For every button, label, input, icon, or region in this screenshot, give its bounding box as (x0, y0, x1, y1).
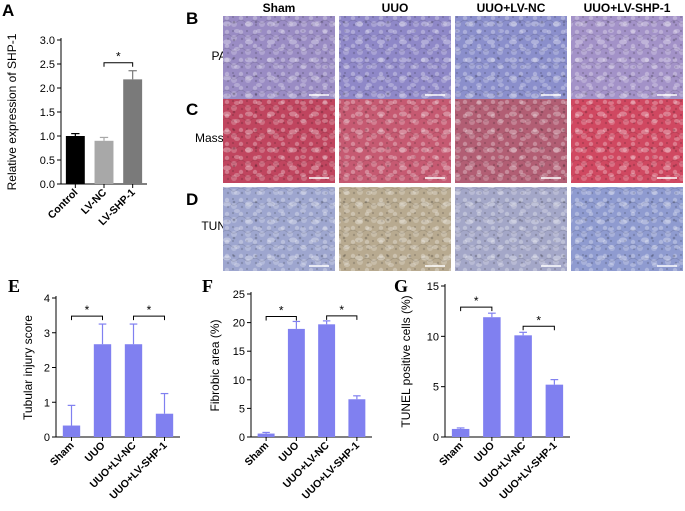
bar-uuo-lv-shp-1 (545, 384, 564, 437)
column-header-uuo-lv-shp-1: UUO+LV-SHP-1 (584, 1, 671, 15)
significance-label: * (116, 50, 121, 64)
bar-uuo (93, 344, 112, 437)
y-tick-label: 3 (44, 328, 50, 340)
panel-letter-f: F (202, 276, 213, 296)
bar-sham (62, 425, 81, 437)
y-tick-label: 4 (44, 293, 50, 305)
panel-letter-c: C (186, 100, 198, 119)
micrograph-pas-uuo (339, 16, 451, 100)
bar-lv-shp-1 (123, 79, 143, 184)
y-tick-label: 10 (427, 331, 439, 343)
x-tick-label-uuo: UUO (83, 440, 108, 465)
significance-bracket (326, 315, 358, 320)
x-tick-label-uuo-lv-shp-1: UUO+LV-SHP-1 (497, 440, 559, 502)
micrograph-tunel-uuo-lv-nc (455, 187, 567, 271)
y-tick-label: 2.0 (40, 83, 55, 95)
micrograph-tunel-uuo (339, 187, 451, 271)
micrograph-pas-uuo-lv-nc (455, 16, 567, 100)
y-tick-label: 5 (239, 403, 245, 415)
y-axis-title: Fibrobic area (%) (208, 319, 222, 411)
micrograph-tunel-uuo-lv-shp-1 (571, 187, 683, 271)
y-axis-title: TUNEL positive cells (%) (399, 295, 413, 427)
y-axis-title: Tubular injury score (21, 315, 35, 420)
bar-uuo-lv-nc (124, 344, 143, 437)
significance-bracket (522, 325, 555, 331)
bar-uuo-lv-nc (514, 335, 532, 437)
x-tick-label-uuo: UUO (277, 440, 302, 465)
panel-letter-b: B (186, 9, 198, 28)
column-header-uuo-lv-nc: UUO+LV-NC (477, 1, 546, 15)
significance-label: * (536, 313, 541, 327)
x-tick-label-uuo-lv-shp-1: UUO+LV-SHP-1 (107, 440, 169, 502)
x-tick-label-sham: Sham (48, 440, 77, 469)
x-tick-label-sham: Sham (243, 440, 272, 469)
significance-bracket (265, 315, 297, 321)
significance-label: * (279, 303, 284, 317)
micrograph-masson-uuo-lv-nc (455, 99, 567, 183)
panel-letter-g: G (394, 276, 408, 296)
significance-bracket (133, 315, 165, 321)
x-tick-label-control: Control (46, 187, 81, 222)
y-tick-label: 0.5 (40, 155, 55, 167)
panel-letter-e: E (8, 276, 20, 296)
bar-uuo-lv-shp-1 (348, 399, 366, 437)
micrograph-pas-sham (223, 16, 335, 100)
bar-uuo-lv-shp-1 (155, 413, 174, 437)
significance-bracket (460, 306, 493, 312)
y-tick-label: 0 (239, 432, 245, 444)
y-tick-label: 15 (233, 346, 245, 358)
y-tick-label: 20 (233, 318, 245, 330)
bar-uuo (287, 328, 305, 437)
y-tick-label: 10 (233, 375, 245, 387)
y-tick-label: 1.0 (40, 131, 55, 143)
panel-letter-d: D (186, 190, 198, 209)
micrograph-masson-uuo-lv-shp-1 (571, 99, 683, 183)
micrograph-masson-uuo (339, 99, 451, 183)
panel-letter-a: A (2, 1, 14, 20)
micrograph-grid: ShamUUOUUO+LV-NCUUO+LV-SHP-1PASMassonTUN… (195, 1, 683, 271)
bar-uuo (483, 317, 501, 437)
micrograph-tunel-sham (223, 187, 335, 271)
y-tick-label: 0 (44, 432, 50, 444)
bar-uuo-lv-nc (318, 324, 336, 437)
y-tick-label: 0 (433, 432, 439, 444)
micrograph-pas-uuo-lv-shp-1 (571, 16, 683, 100)
y-tick-label: 25 (233, 289, 245, 301)
significance-label: * (147, 303, 152, 317)
bar-control (65, 136, 85, 184)
y-tick-label: 2 (44, 363, 50, 375)
y-tick-label: 15 (427, 281, 439, 293)
y-tick-label: 1.5 (40, 107, 55, 119)
significance-label: * (474, 294, 479, 308)
y-tick-label: 1 (44, 397, 50, 409)
y-tick-label: 2.5 (40, 59, 55, 71)
y-tick-label: 3.0 (40, 35, 55, 47)
significance-bracket (103, 62, 134, 67)
x-tick-label-sham: Sham (437, 440, 466, 469)
micrograph-masson-sham (223, 99, 335, 183)
chart-a-relative-shp1: 0.0 0.5 1.0 1.5 2.0 2.5 3.0 Relative expression… (5, 33, 147, 228)
y-axis-title: Relative expression of SHP-1 (5, 33, 19, 190)
column-header-sham: Sham (263, 1, 296, 15)
significance-label: * (339, 303, 344, 317)
significance-bracket (71, 315, 103, 321)
y-tick-label: 5 (433, 382, 439, 394)
significance-label: * (85, 303, 90, 317)
x-tick-label-uuo: UUO (472, 440, 497, 465)
column-header-uuo: UUO (382, 1, 409, 15)
chart-g-tunel-positive: 0 5 10 15 TUNEL positive cells (%) Sham UUOUUO… (399, 281, 570, 502)
y-tick-label: 0.0 (40, 179, 55, 191)
bar-sham (257, 433, 275, 437)
bar-lv-nc (94, 140, 114, 184)
bar-sham (451, 428, 470, 437)
